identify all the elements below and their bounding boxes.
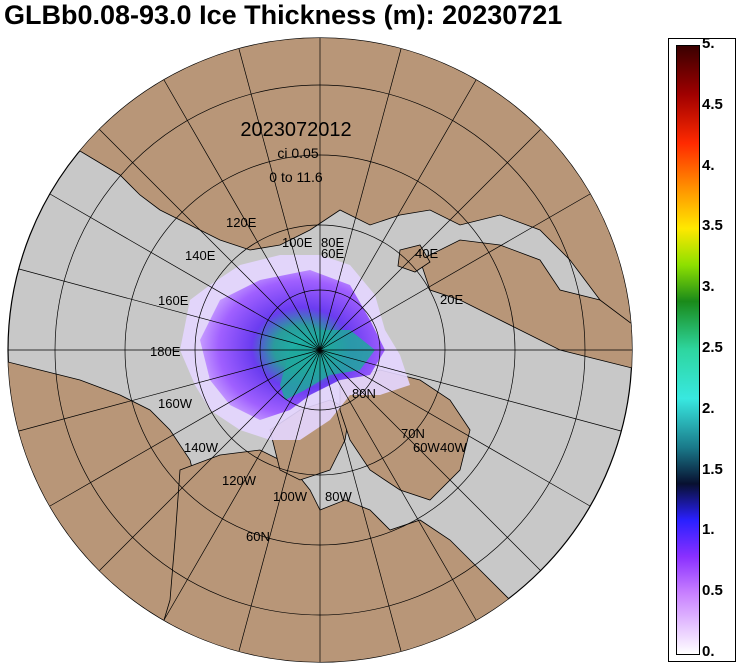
colorbar-tick-label: 4. bbox=[702, 156, 715, 174]
lon-label-80e: 80E bbox=[321, 235, 344, 250]
map-annotation-ci: ci 0.05 bbox=[277, 145, 318, 161]
lon-label-180e: 180E bbox=[150, 344, 181, 359]
lon-label-60w: 60W bbox=[413, 440, 440, 455]
colorbar-tick-label: 2. bbox=[702, 399, 715, 417]
lon-label-40e: 40E bbox=[415, 246, 438, 261]
colorbar-tick-label: 1.5 bbox=[702, 460, 723, 478]
colorbar-tick-label: 0.5 bbox=[702, 582, 723, 600]
colorbar-tick-label: 3.5 bbox=[702, 217, 723, 235]
colorbar-tick-label: 5. bbox=[702, 35, 715, 52]
map-annotation-range: 0 to 11.6 bbox=[269, 169, 323, 185]
lon-label-140e: 140E bbox=[185, 248, 216, 263]
map-annotation-time: 2023072012 bbox=[240, 119, 351, 141]
graticule bbox=[8, 38, 632, 662]
page-title: GLBb0.08-93.0 Ice Thickness (m): 2023072… bbox=[4, 0, 563, 30]
lon-label-60e: 60E bbox=[321, 246, 344, 261]
lon-label-100e: 100E bbox=[282, 235, 313, 250]
lon-label-80w: 80W bbox=[325, 489, 352, 504]
lon-label-120w: 120W bbox=[222, 473, 257, 488]
colorbar-tick-label: 4.5 bbox=[702, 95, 723, 113]
colorbar bbox=[676, 45, 700, 655]
lon-label-20e: 20E bbox=[440, 292, 463, 307]
lat-label-80n: 80N bbox=[352, 386, 376, 401]
lon-label-160w: 160W bbox=[158, 396, 193, 411]
colorbar-tick-label: 3. bbox=[702, 278, 715, 296]
lon-label-120e: 120E bbox=[226, 215, 257, 230]
lon-label-40w: 40W bbox=[440, 440, 467, 455]
lon-label-100w: 100W bbox=[273, 489, 308, 504]
sea-ice-thick bbox=[280, 330, 375, 400]
colorbar-tick-label: 2.5 bbox=[702, 339, 723, 356]
lat-label-60n: 60N bbox=[246, 529, 270, 544]
lon-label-140w: 140W bbox=[184, 440, 219, 455]
colorbar-tick-label: 1. bbox=[702, 521, 715, 539]
lon-label-160e: 160E bbox=[158, 293, 189, 308]
colorbar-frame bbox=[668, 38, 736, 662]
land-svalbard bbox=[397, 244, 431, 273]
lat-label-70n: 70N bbox=[401, 426, 425, 441]
colorbar-tick-label: 0. bbox=[702, 643, 715, 660]
graticule-labels: 120E 100E 80E 140E 60E 160E 40E 20E 180E… bbox=[150, 215, 467, 544]
